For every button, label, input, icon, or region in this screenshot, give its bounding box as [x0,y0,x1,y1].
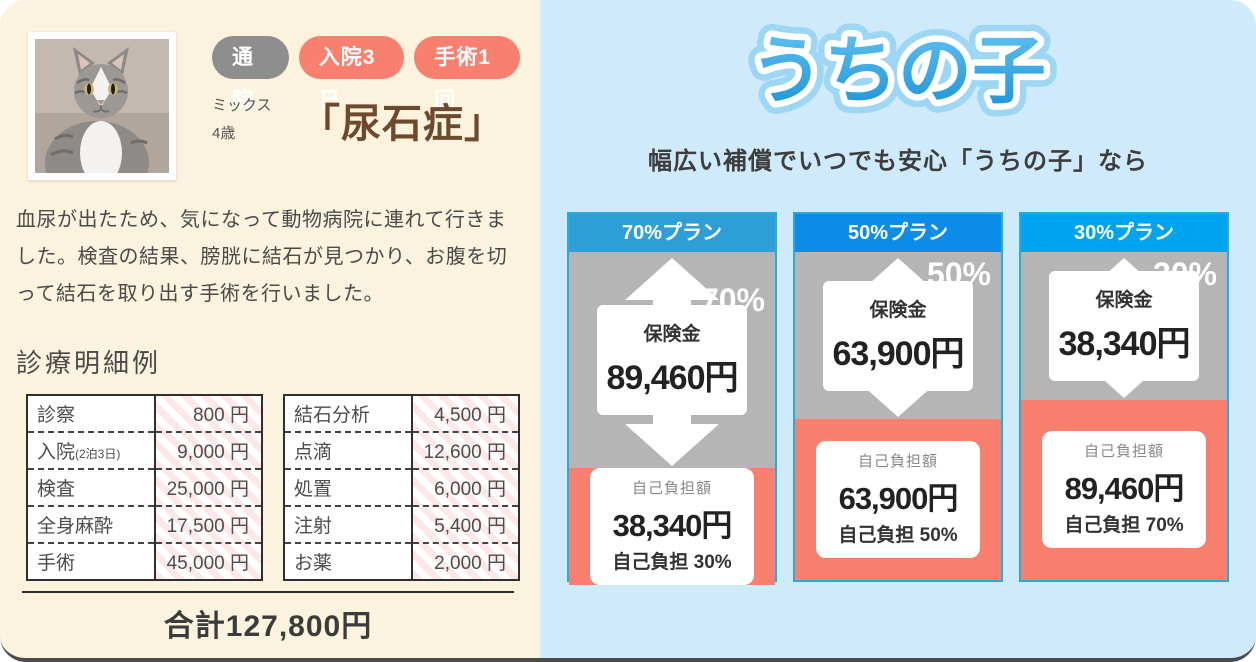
case-panel: 通院 入院3日 手術1回 ミックス 4歳 「尿石症」 血尿が出たため、気になって… [0,0,540,658]
invoice-amount-cell: 45,000 円 [155,542,262,580]
pet-age: 4歳 [212,125,236,142]
invoice-tables: 診察 800 円 入院(2泊3日) 9,000 円 検査 25,000 円 全身… [26,394,520,581]
plan-header: 30%プラン [1021,214,1227,252]
payout-label: 保険金 [869,299,927,321]
invoice-item-cell: 手術 [27,542,156,580]
case-description: 血尿が出たため、気になって動物病院に連れて行きました。検査の結果、膀胱に結石が見… [16,209,508,305]
invoice-amount-cell: 2,000 円 [412,542,519,580]
invoice-amount-cell: 5,400 円 [412,505,519,543]
treatment-badges: 通院 入院3日 手術1回 [212,36,520,112]
plans-panel: うちの子 うちの子 幅広い補償でいつでも安心「うちの子」なら 70%プラン 70… [540,0,1256,658]
coverage-percent: 70% [700,282,765,318]
invoice-amount-cell: 25,000 円 [155,468,262,506]
badge-surgery: 手術1回 [414,36,520,112]
cat-photo [28,32,176,180]
selfpay-label: 自己負担額 [631,480,712,498]
payout-label: 保険金 [643,324,701,346]
profile-row: 通院 入院3日 手術1回 ミックス 4歳 「尿石症」 [16,32,520,180]
plan-cards: 70%プラン 70% 保険金 89,460円 自 [540,212,1256,586]
total-divider [22,591,514,593]
invoice-item-cell: 全身麻酔 [27,505,156,543]
payout-box: 保険金 38,340円 [1049,270,1199,381]
invoice-item-cell: 注射 [284,505,413,543]
invoice-item-cell: 入院(2泊3日) [27,431,156,469]
plan-body: 70% 保険金 89,460円 自己負担額 38,340円 自己負担 30% [569,252,775,586]
invoice-table-right: 結石分析 4,500 円 点滴 12,600 円 処置 6,000 円 注射 5… [283,394,520,581]
selfpay-amount: 63,900円 [838,481,959,517]
invoice-amount-cell: 4,500 円 [412,395,519,432]
selfpay-amount: 89,460円 [1064,471,1185,507]
plans-subtitle: 幅広い補償でいつでも安心「うちの子」なら [648,148,1148,175]
plan-card-50: 50%プラン 50% 保険金 63,900円 自 [793,212,1003,582]
covered-section: 30% 保険金 38,340円 [1021,252,1227,400]
invoice-item-cell: 処置 [284,468,413,506]
invoice-amount-cell: 17,500 円 [155,505,262,543]
invoice-item-cell: 検査 [27,468,156,506]
invoice-amount-cell: 6,000 円 [412,468,519,506]
selfpay-box: 自己負担額 63,900円 自己負担 50% [816,441,980,559]
selfpay-box: 自己負担額 38,340円 自己負担 30% [590,468,754,586]
covered-section: 70% 保険金 89,460円 [569,252,775,469]
payout-amount: 38,340円 [1058,324,1191,363]
invoice-heading: 診療明細例 [16,348,162,378]
table-row: 検査 25,000 円 [27,468,262,506]
selfpay-percent: 自己負担 50% [838,525,958,547]
plan-card-30: 30%プラン 30% 保険金 38,340円 自 [1019,212,1229,582]
table-row: 全身麻酔 17,500 円 [27,505,262,543]
table-row: お薬 2,000 円 [284,542,519,580]
table-row: 診察 800 円 [27,395,262,432]
invoice-item-cell: 結石分析 [284,395,413,432]
invoice-item-cell: 点滴 [284,431,413,469]
pet-breed-age: ミックス 4歳 [212,92,300,149]
invoice-amount-cell: 800 円 [155,395,262,432]
table-row: 入院(2泊3日) 9,000 円 [27,431,262,469]
selfpay-percent: 自己負担 70% [1064,515,1184,537]
badge-outpatient: 通院 [212,36,289,112]
selfpay-section: 自己負担額 63,900円 自己負担 50% [795,419,1001,580]
svg-text:うちの子: うちの子 [750,29,1046,112]
badge-hospitalization: 入院3日 [298,36,405,112]
selfpay-amount: 38,340円 [612,508,733,544]
pet-breed: ミックス [212,96,272,114]
invoice-item-cell: 診察 [27,395,156,432]
covered-section: 50% 保険金 63,900円 [795,252,1001,420]
svg-text:うちの子: うちの子 [750,29,1046,112]
plan-header: 70%プラン [569,214,775,252]
payout-amount: 63,900円 [832,334,965,373]
disease-title: 「尿石症」 [300,102,505,146]
invoice-amount-cell: 9,000 円 [155,431,262,469]
table-row: 手術 45,000 円 [27,542,262,580]
payout-label: 保険金 [1095,289,1153,311]
invoice-total: 合計127,800円 [163,610,373,643]
profile-info: 通院 入院3日 手術1回 ミックス 4歳 「尿石症」 [212,32,520,149]
plan-body: 30% 保険金 38,340円 自己負担額 89,460円 自己負担 70% [1021,252,1227,580]
table-row: 注射 5,400 円 [284,505,519,543]
coverage-percent: 30% [1152,256,1217,292]
selfpay-section: 自己負担額 38,340円 自己負担 30% [569,468,775,586]
plan-body: 50% 保険金 63,900円 自己負担額 63,900円 自己負担 50% [795,252,1001,580]
invoice-amount-cell: 12,600 円 [412,431,519,469]
table-row: 結石分析 4,500 円 [284,395,519,432]
selfpay-label: 自己負担額 [1083,443,1164,461]
invoice-item-cell: お薬 [284,542,413,580]
selfpay-box: 自己負担額 89,460円 自己負担 70% [1042,431,1206,549]
payout-box: 保険金 89,460円 [597,305,747,416]
payout-box: 保険金 63,900円 [823,280,973,391]
pet-identity: ミックス 4歳 「尿石症」 [212,91,520,149]
coverage-percent: 50% [926,256,991,292]
table-row: 点滴 12,600 円 [284,431,519,469]
plan-card-70: 70%プラン 70% 保険金 89,460円 自 [567,212,777,586]
selfpay-section: 自己負担額 89,460円 自己負担 70% [1021,399,1227,580]
uchinoko-logo-icon: うちの子 うちの子 [737,16,1059,122]
selfpay-percent: 自己負担 30% [612,552,732,574]
payout-amount: 89,460円 [606,359,739,398]
table-row: 処置 6,000 円 [284,468,519,506]
cat-illustration-icon [35,39,169,173]
brand-logo: うちの子 うちの子 [540,16,1256,127]
plan-header: 50%プラン [795,214,1001,252]
invoice-table-left: 診察 800 円 入院(2泊3日) 9,000 円 検査 25,000 円 全身… [26,394,263,581]
selfpay-label: 自己負担額 [857,453,938,471]
